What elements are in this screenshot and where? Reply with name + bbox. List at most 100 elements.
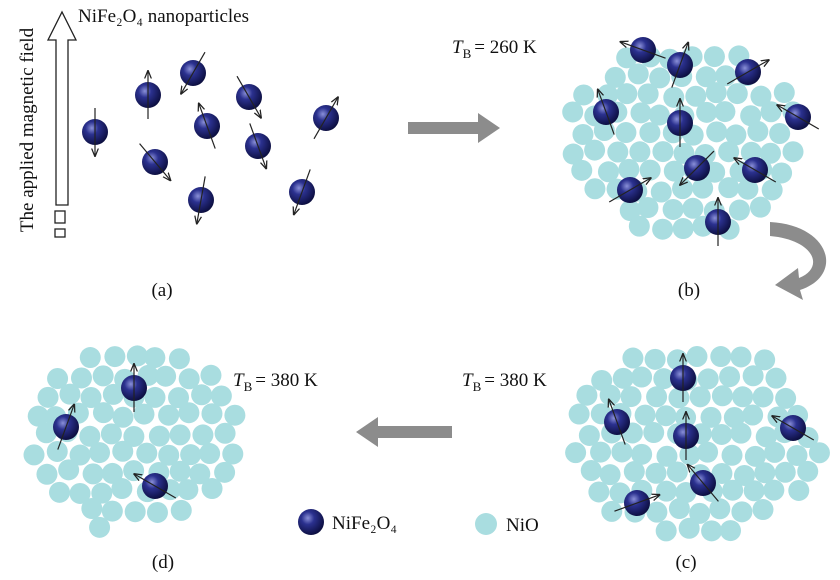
nio-particle — [775, 388, 796, 409]
subscript: B — [244, 379, 253, 394]
nio-particle — [783, 141, 804, 162]
nio-particle — [696, 102, 717, 123]
nio-particle — [215, 423, 236, 444]
temperature-label: TB= 260 K — [452, 37, 537, 61]
nio-particle — [584, 140, 605, 161]
nio-particle — [722, 445, 743, 466]
nio-particle — [747, 121, 768, 142]
nio-particle — [639, 122, 660, 143]
nio-particle — [103, 384, 124, 405]
nio-particle — [720, 520, 741, 541]
nio-particle — [750, 197, 771, 218]
nio-particle — [744, 480, 765, 501]
nio-particle — [718, 177, 739, 198]
nio-particle — [730, 346, 751, 367]
nio-particle — [753, 386, 774, 407]
nio-particle — [732, 386, 753, 407]
nio-particle — [170, 424, 191, 445]
nio-particle — [701, 520, 722, 541]
nio-particle — [640, 160, 661, 181]
nio-particle — [613, 368, 634, 389]
value: = 380 K — [484, 370, 547, 391]
nio-particle — [89, 442, 110, 463]
nio-particle — [655, 405, 676, 426]
nio-particle — [638, 83, 659, 104]
value: = 380 K — [255, 370, 318, 391]
nio-particle — [590, 442, 611, 463]
nio-particle — [763, 480, 784, 501]
page: The applied magnetic field NiFe₂O₄ nanop… — [0, 0, 840, 580]
nio-particle — [93, 365, 114, 386]
nio-particle — [710, 346, 731, 367]
nio-particle — [616, 83, 637, 104]
nio-particle — [588, 481, 609, 502]
nio-particle — [760, 101, 781, 122]
nio-particle — [646, 463, 667, 484]
nio-particle — [628, 63, 649, 84]
nio-particle — [652, 141, 673, 162]
nio-particle — [769, 123, 790, 144]
nio-particle — [669, 498, 690, 519]
nio-particle — [178, 402, 199, 423]
nio-particle — [679, 518, 700, 539]
nio-particle — [704, 46, 725, 67]
nio-particle — [809, 442, 830, 463]
nio-particle — [169, 348, 190, 369]
nio-particle — [765, 368, 786, 389]
nio-particle — [618, 159, 639, 180]
nio-particle — [697, 442, 718, 463]
nio-particle — [643, 422, 664, 443]
nio-particle — [600, 464, 621, 485]
nio-particle — [731, 501, 752, 522]
nio-particle — [89, 517, 110, 538]
nio-particle — [663, 87, 684, 108]
caption: (a) — [151, 280, 172, 301]
process-arrow — [356, 417, 452, 447]
field-dash — [55, 211, 65, 223]
nio-particle — [133, 404, 154, 425]
nio-particle — [201, 403, 222, 424]
nio-particle — [155, 366, 176, 387]
nio-particle — [177, 479, 198, 500]
nio-particle — [637, 197, 658, 218]
nio-particle — [774, 82, 795, 103]
nio-particle — [83, 463, 104, 484]
nio-particle — [622, 348, 643, 369]
nio-layer — [24, 45, 830, 541]
nio-particle — [222, 443, 243, 464]
nio-particle — [698, 368, 719, 389]
nio-particle — [743, 365, 764, 386]
nio-particle — [36, 464, 57, 485]
nio-particle — [171, 500, 192, 521]
nio-particle — [111, 478, 132, 499]
legend-label: NiFe₂O₄ — [332, 513, 397, 534]
nio-particle — [690, 386, 711, 407]
nio-particle — [112, 441, 133, 462]
nio-particle — [565, 442, 586, 463]
nio-particle — [611, 441, 632, 462]
nio-particle — [711, 424, 732, 445]
nio-particle — [630, 102, 651, 123]
nio-particle — [663, 199, 684, 220]
nio-particle — [682, 198, 703, 219]
nio-particle — [147, 502, 168, 523]
nio-particle — [727, 83, 748, 104]
nio-particle — [762, 179, 783, 200]
field-label: The applied magnetic field — [17, 27, 38, 232]
legend-swatch — [475, 513, 497, 535]
subscript: B — [463, 46, 472, 61]
nio-particle — [136, 443, 157, 464]
nio-particle — [775, 462, 796, 483]
nio-particle — [125, 501, 146, 522]
caption: (b) — [678, 280, 700, 301]
nio-particle — [730, 423, 751, 444]
value: = 260 K — [474, 37, 537, 58]
legend-swatch — [298, 509, 324, 535]
nio-particle — [631, 367, 652, 388]
legend-label: NiO — [506, 515, 539, 536]
subscript: B — [473, 379, 482, 394]
nio-particle — [569, 404, 590, 425]
nio-particle — [584, 178, 605, 199]
nio-particle — [101, 423, 122, 444]
nio-particle — [629, 216, 650, 237]
